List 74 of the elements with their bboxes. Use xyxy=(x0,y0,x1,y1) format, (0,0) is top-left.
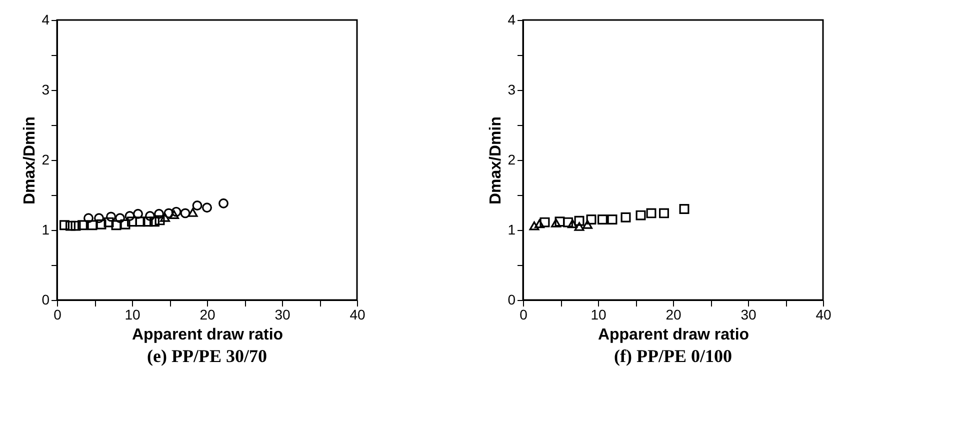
point xyxy=(646,208,656,218)
x-tick-label: 30 xyxy=(740,306,756,322)
point xyxy=(586,214,596,224)
x-tick-label: 20 xyxy=(666,306,682,322)
point xyxy=(551,218,561,228)
point xyxy=(192,200,202,210)
point xyxy=(124,211,135,221)
point xyxy=(60,220,70,230)
point xyxy=(574,216,584,226)
y-axis-title: Dmax/Dmin xyxy=(488,116,505,205)
point xyxy=(133,208,143,219)
point xyxy=(127,216,137,227)
point xyxy=(106,212,116,222)
y-tick-label: 0 xyxy=(508,292,516,308)
y-tick-label: 3 xyxy=(42,82,50,98)
point xyxy=(218,198,228,208)
point xyxy=(180,208,190,218)
point xyxy=(154,215,165,226)
y-tick-label: 4 xyxy=(42,12,50,28)
y-tick-label: 4 xyxy=(508,12,516,28)
point xyxy=(202,202,212,213)
x-tick-label: 10 xyxy=(590,306,606,322)
point xyxy=(94,213,104,224)
point xyxy=(150,216,160,227)
point xyxy=(171,206,182,217)
point xyxy=(563,217,573,228)
x-tick-label: 0 xyxy=(54,306,62,322)
point xyxy=(115,213,125,224)
x-tick-label: 40 xyxy=(816,306,832,322)
x-axis-title: Apparent draw ratio xyxy=(132,326,284,344)
point xyxy=(568,219,578,228)
point xyxy=(87,220,98,230)
x-tick-label: 20 xyxy=(200,306,216,322)
x-tick-label: 40 xyxy=(350,306,366,322)
point xyxy=(529,221,540,230)
point xyxy=(135,216,146,227)
point xyxy=(598,214,608,224)
x-tick-label: 30 xyxy=(274,306,290,322)
point xyxy=(188,208,198,217)
point xyxy=(145,211,155,221)
x-axis-title: Apparent draw ratio xyxy=(598,326,750,344)
point xyxy=(111,220,122,230)
point xyxy=(574,222,584,231)
y-tick-label: 1 xyxy=(508,222,516,238)
y-axis-title: Dmax/Dmin xyxy=(22,116,39,205)
point xyxy=(78,220,88,230)
point xyxy=(142,216,153,227)
y-tick-label: 3 xyxy=(508,82,516,98)
text: (f) PP/PE 0/100 xyxy=(614,346,732,366)
x-tick-label: 0 xyxy=(520,306,528,322)
point xyxy=(70,220,81,231)
point xyxy=(540,217,550,228)
point xyxy=(582,220,592,229)
point xyxy=(66,220,76,231)
point xyxy=(96,219,106,230)
point xyxy=(104,217,114,228)
y-tick-label: 2 xyxy=(508,152,516,168)
x-tick-label: 10 xyxy=(124,306,140,322)
point xyxy=(554,216,565,227)
point xyxy=(620,212,631,222)
point xyxy=(84,213,94,224)
text: (e) PP/PE 30/70 xyxy=(147,346,267,366)
y-tick-label: 2 xyxy=(42,152,50,168)
point xyxy=(659,208,669,218)
point xyxy=(607,214,618,224)
point xyxy=(679,204,690,214)
point xyxy=(160,212,170,222)
point xyxy=(120,219,130,230)
point xyxy=(534,219,544,228)
y-tick-label: 0 xyxy=(42,292,50,308)
y-tick-label: 1 xyxy=(42,222,50,238)
point xyxy=(154,208,164,219)
point xyxy=(636,210,646,220)
point xyxy=(169,210,179,220)
